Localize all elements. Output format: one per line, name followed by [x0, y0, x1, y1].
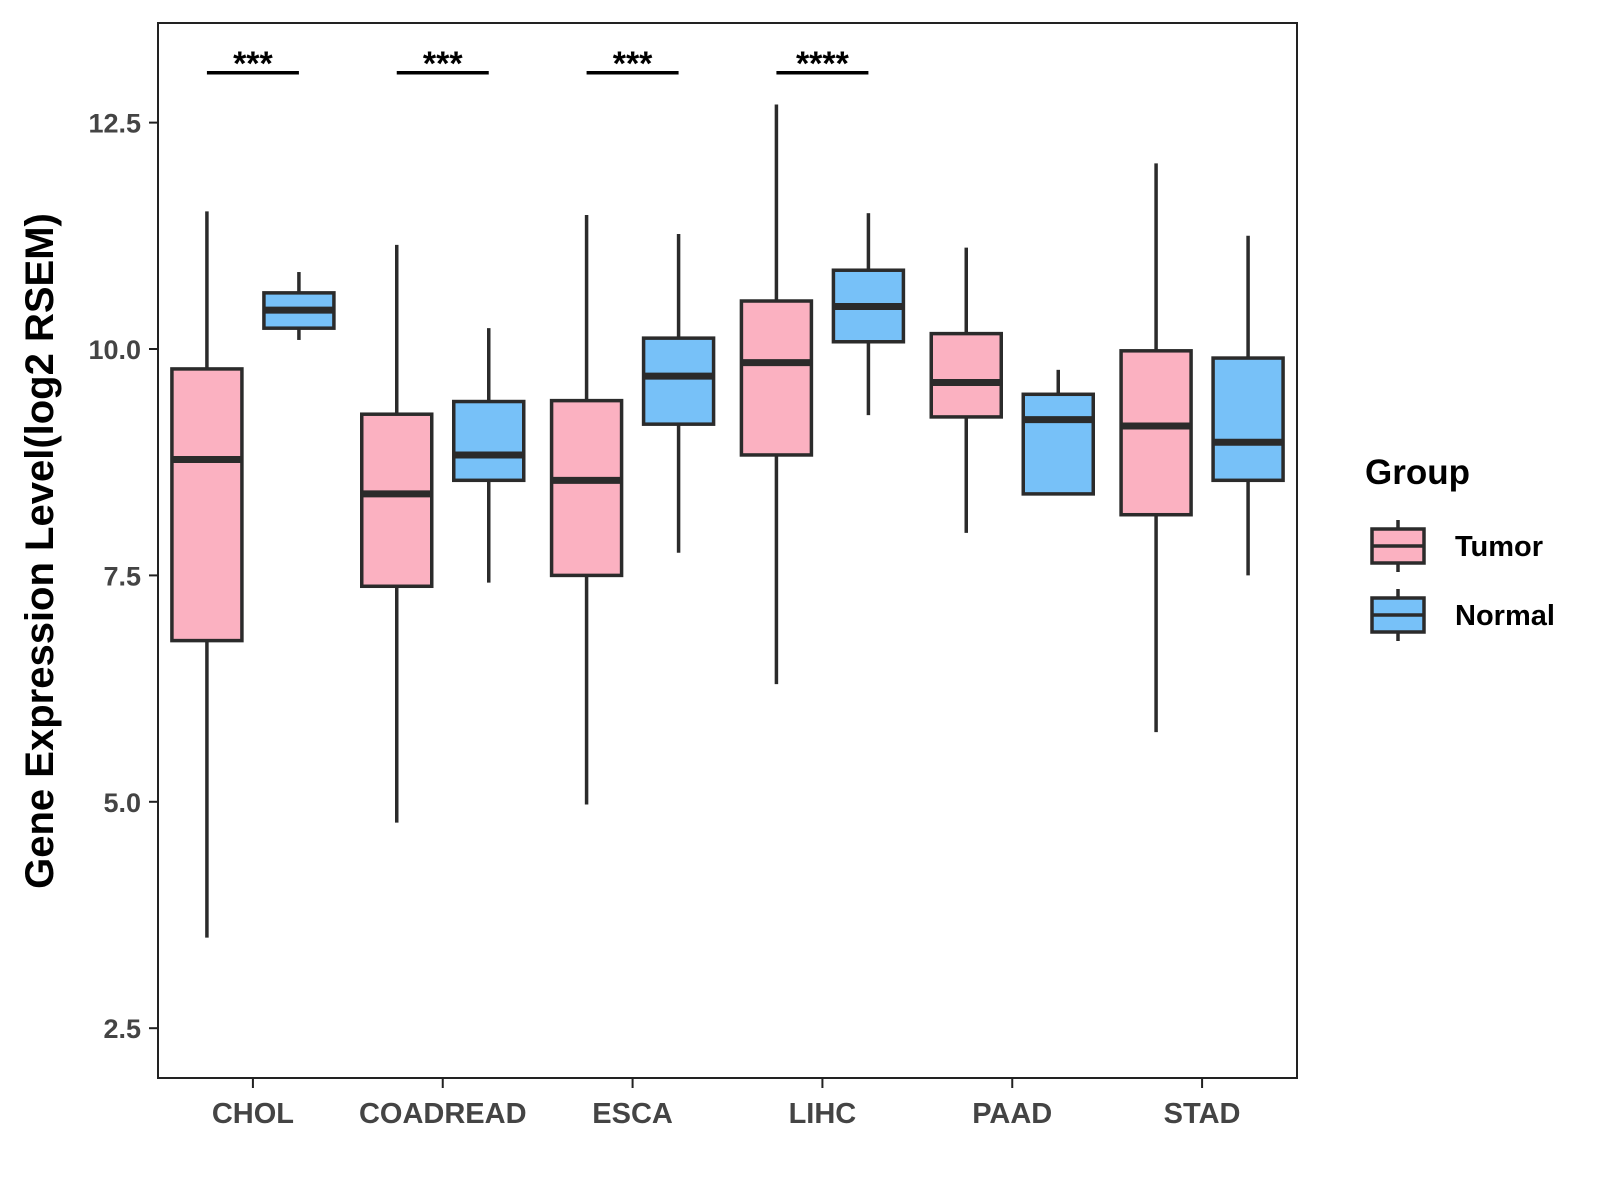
- box-normal-chol: [262, 272, 336, 340]
- significance-label: ***: [233, 45, 273, 83]
- legend-item-normal: Normal: [1370, 589, 1555, 641]
- x-axis: CHOL COADREAD ESCA LIHC PAAD STAD: [212, 1078, 1241, 1130]
- box-body: [170, 367, 244, 643]
- legend-label-normal: Normal: [1455, 600, 1555, 632]
- legend: Group Tumor Normal: [1365, 453, 1555, 641]
- significance-label: ****: [796, 45, 850, 83]
- significance-lihc: ****: [776, 45, 869, 83]
- x-tick-label: CHOL: [212, 1098, 294, 1130]
- box-body: [1119, 349, 1193, 517]
- box-body: [549, 398, 624, 578]
- box-normal-paad: [1021, 369, 1095, 496]
- y-tick-label: 12.5: [88, 109, 141, 139]
- box-body: [1021, 392, 1095, 496]
- box-tumor-coadread: [360, 244, 434, 823]
- box-body: [1211, 356, 1285, 483]
- y-tick-label: 5.0: [103, 788, 141, 818]
- significance-esca: ***: [586, 45, 679, 83]
- y-axis: 2.5 5.0 7.5 10.0 12.5: [88, 109, 158, 1044]
- significance-chol: ***: [206, 45, 299, 83]
- box-tumor-esca: [549, 214, 624, 805]
- box-normal-stad: [1211, 235, 1285, 576]
- box-normal-esca: [641, 234, 716, 553]
- box-normal-coadread: [452, 328, 526, 583]
- significance-label: ***: [423, 45, 463, 83]
- x-tick-label: COADREAD: [359, 1098, 527, 1130]
- box-body: [452, 399, 526, 483]
- box-tumor-stad: [1119, 163, 1193, 733]
- legend-item-tumor: Tumor: [1370, 520, 1543, 572]
- x-tick-label: ESCA: [592, 1098, 673, 1130]
- x-tick-label: PAAD: [972, 1098, 1052, 1130]
- significance-coadread: ***: [396, 45, 489, 83]
- y-axis-title: Gene Expression Level(log2 RSEM): [18, 213, 62, 889]
- box-body: [641, 336, 716, 426]
- legend-label-tumor: Tumor: [1455, 531, 1543, 563]
- significance-label: ***: [613, 45, 653, 83]
- box-body: [929, 331, 1003, 419]
- box-body: [360, 412, 434, 589]
- box-tumor-chol: [170, 211, 244, 938]
- y-tick-label: 7.5: [103, 561, 141, 591]
- panel-border: [157, 22, 1298, 1079]
- box-normal-lihc: [831, 213, 906, 416]
- box-body: [739, 299, 814, 457]
- box-tumor-paad: [929, 247, 1003, 533]
- x-tick-label: STAD: [1164, 1098, 1241, 1130]
- y-tick-label: 10.0: [88, 335, 141, 365]
- plot-area: *** *** *** ****: [170, 45, 1285, 938]
- box-tumor-lihc: [739, 104, 814, 685]
- y-tick-label: 2.5: [103, 1014, 141, 1044]
- x-tick-label: LIHC: [789, 1098, 857, 1130]
- legend-title: Group: [1365, 453, 1470, 492]
